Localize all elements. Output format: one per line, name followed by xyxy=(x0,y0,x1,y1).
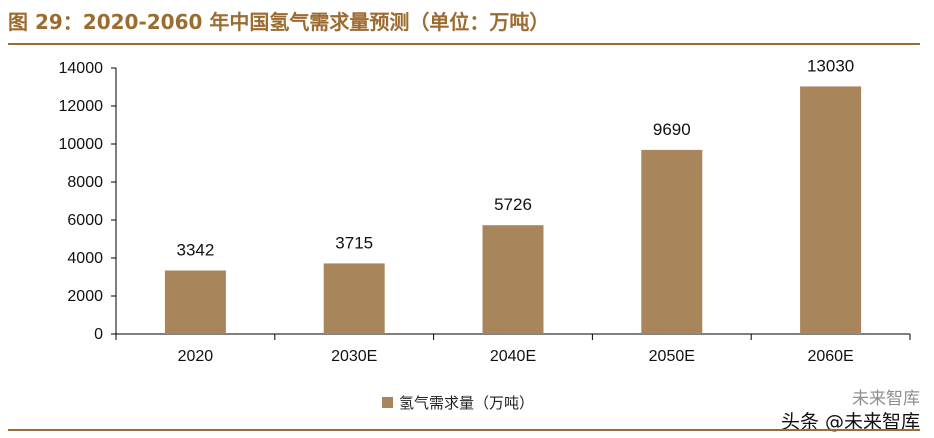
bar xyxy=(800,86,862,335)
data-label: 3715 xyxy=(335,233,373,252)
watermark: 未来智库 头条 @未来智库 xyxy=(781,384,920,434)
watermark-logo-text: 未来智库 xyxy=(852,389,920,409)
y-tick-label: 14000 xyxy=(59,60,104,77)
y-tick-label: 0 xyxy=(94,326,103,343)
x-tick-label: 2040E xyxy=(490,348,536,365)
bar xyxy=(641,149,703,334)
y-tick-label: 10000 xyxy=(59,136,104,153)
bar-chart: 0 2000 4000 6000 8000 10000 12000 14000 3342 2020… xyxy=(59,56,911,365)
top-divider xyxy=(8,43,920,45)
legend: 氢气需求量（万吨） xyxy=(382,392,534,413)
x-tick-label: 2050E xyxy=(649,348,695,365)
x-tick-label: 2060E xyxy=(807,348,853,365)
x-tick-label: 2030E xyxy=(331,348,377,365)
data-label: 5726 xyxy=(494,195,532,214)
y-tick-label: 2000 xyxy=(67,288,103,305)
bar xyxy=(482,225,544,334)
bar xyxy=(164,270,226,334)
watermark-source-text: 头条 @未来智库 xyxy=(780,411,920,433)
y-tick-label: 6000 xyxy=(67,212,103,229)
bottom-divider xyxy=(8,429,920,431)
chart-title: 图 29：2020-2060 年中国氢气需求量预测（单位：万吨） xyxy=(8,10,550,34)
data-label: 9690 xyxy=(653,120,691,139)
y-tick-label: 12000 xyxy=(59,98,104,115)
bar xyxy=(323,263,385,334)
legend-swatch xyxy=(382,397,393,408)
data-label: 3342 xyxy=(176,241,214,260)
y-tick-label: 8000 xyxy=(67,174,103,191)
legend-label: 氢气需求量（万吨） xyxy=(399,394,535,412)
data-label: 13030 xyxy=(807,56,854,75)
x-tick-label: 2020 xyxy=(178,348,214,365)
y-tick-label: 4000 xyxy=(67,250,103,267)
